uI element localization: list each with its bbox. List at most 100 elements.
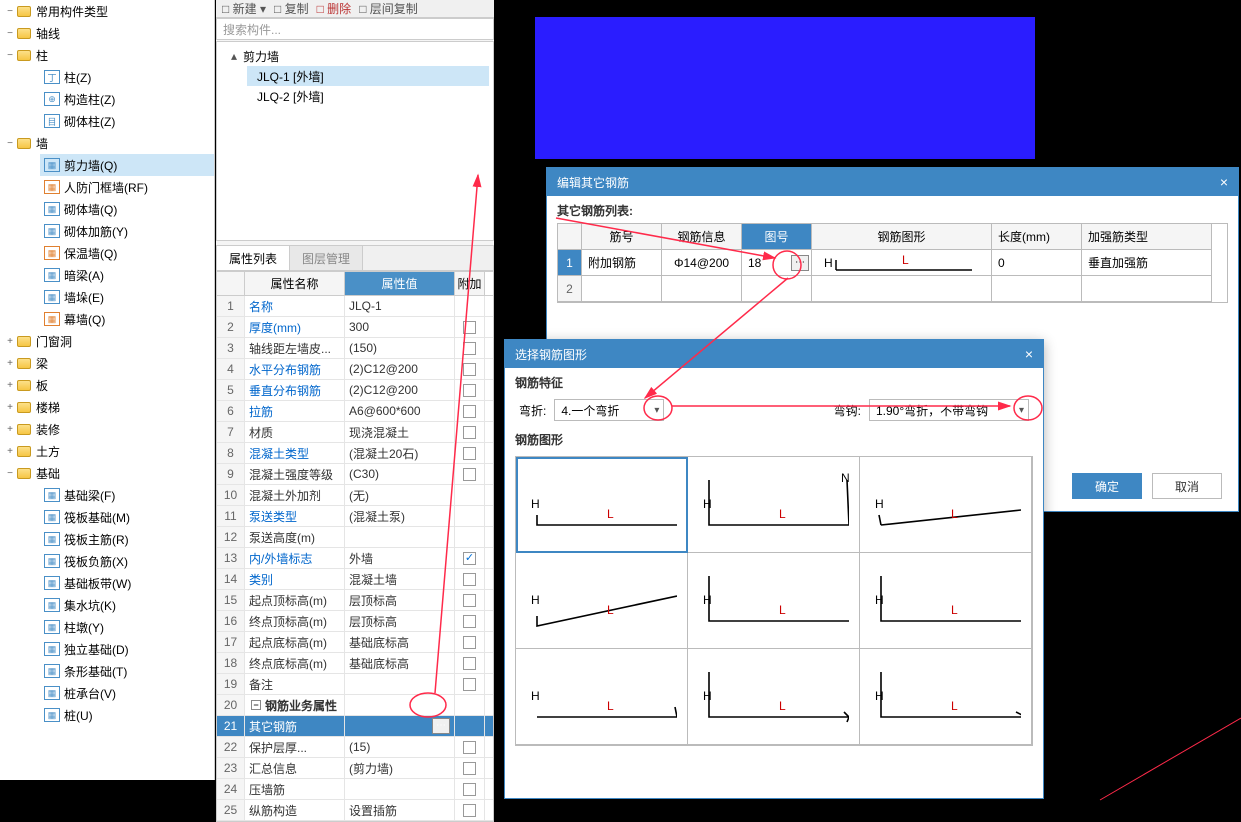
tree-leaf[interactable]: 目砌体柱(Z) [40, 110, 214, 132]
list-item[interactable]: JLQ-2 [外墙] [247, 86, 489, 106]
checkbox[interactable] [463, 363, 476, 376]
shape-option[interactable]: HL [688, 553, 860, 649]
copy-button[interactable]: □ 复制 [274, 0, 309, 17]
prop-add[interactable] [455, 695, 485, 715]
browse-button[interactable]: ⋯ [791, 255, 809, 271]
shape-option[interactable]: HL [860, 553, 1032, 649]
tree-leaf[interactable]: ▦集水坑(K) [40, 594, 214, 616]
prop-add[interactable] [455, 443, 485, 463]
prop-add[interactable] [455, 527, 485, 547]
property-row[interactable]: 17起点底标高(m)基础底标高 [217, 632, 493, 653]
prop-add[interactable] [455, 653, 485, 673]
shape-option[interactable]: HL [860, 649, 1032, 745]
property-row[interactable]: 12泵送高度(m) [217, 527, 493, 548]
prop-add[interactable] [455, 422, 485, 442]
tree-node[interactable]: −柱 [0, 44, 214, 66]
shape-option[interactable]: HL [688, 649, 860, 745]
property-row[interactable]: 18终点底标高(m)基础底标高 [217, 653, 493, 674]
tree-leaf[interactable]: ▦独立基础(D) [40, 638, 214, 660]
checkbox[interactable] [463, 678, 476, 691]
checkbox[interactable] [463, 405, 476, 418]
shape-option[interactable]: HL [860, 457, 1032, 553]
tree-leaf[interactable]: ▦筏板负筋(X) [40, 550, 214, 572]
shape-option[interactable]: HL [516, 649, 688, 745]
checkbox[interactable] [463, 636, 476, 649]
prop-value[interactable]: (混凝土泵) [345, 506, 455, 526]
table-row[interactable]: 1 附加钢筋 Φ14@200 18 ⋯ H L 0 垂直加强筋 [558, 250, 1227, 276]
cell[interactable]: Φ14@200 [662, 250, 742, 276]
cell[interactable]: 0 [992, 250, 1082, 276]
prop-value[interactable]: (混凝土20石) [345, 443, 455, 463]
tree-leaf[interactable]: ▦剪力墙(Q) [40, 154, 214, 176]
prop-add[interactable] [455, 569, 485, 589]
property-row[interactable]: 14类别混凝土墙 [217, 569, 493, 590]
prop-add[interactable] [455, 380, 485, 400]
tree-node[interactable]: −轴线 [0, 22, 214, 44]
tree-leaf[interactable]: ▦保温墙(Q) [40, 242, 214, 264]
table-row[interactable]: 2 [558, 276, 1227, 302]
property-row[interactable]: 25纵筋构造设置插筋 [217, 800, 493, 821]
checkbox[interactable] [463, 321, 476, 334]
prop-add[interactable] [455, 779, 485, 799]
cell-image-num[interactable]: 18 ⋯ [742, 250, 812, 276]
prop-add[interactable] [455, 464, 485, 484]
tree-leaf[interactable]: ▦人防门框墙(RF) [40, 176, 214, 198]
prop-value[interactable] [345, 527, 455, 547]
tree-leaf[interactable]: ▦幕墙(Q) [40, 308, 214, 330]
tree-leaf[interactable]: ▦筏板主筋(R) [40, 528, 214, 550]
cell[interactable]: 垂直加强筋 [1082, 250, 1212, 276]
property-row[interactable]: 22保护层厚...(15) [217, 737, 493, 758]
checkbox[interactable] [463, 426, 476, 439]
checkbox[interactable] [463, 468, 476, 481]
property-row[interactable]: 24压墙筋 [217, 779, 493, 800]
property-row[interactable]: 4水平分布钢筋(2)C12@200 [217, 359, 493, 380]
property-row[interactable]: 7材质现浇混凝土 [217, 422, 493, 443]
tree-leaf[interactable]: ▦柱墩(Y) [40, 616, 214, 638]
property-row[interactable]: 5垂直分布钢筋(2)C12@200 [217, 380, 493, 401]
search-input[interactable]: 搜索构件... [216, 18, 494, 40]
prop-value[interactable]: 基础底标高 [345, 632, 455, 652]
prop-value[interactable]: ⋯ [345, 716, 455, 736]
prop-add[interactable] [455, 296, 485, 316]
cell[interactable]: 附加钢筋 [582, 250, 662, 276]
property-row[interactable]: 15起点顶标高(m)层顶标高 [217, 590, 493, 611]
prop-value[interactable] [345, 695, 455, 715]
tree-node[interactable]: +土方 [0, 440, 214, 462]
prop-value[interactable]: 设置插筋 [345, 800, 455, 820]
property-row[interactable]: 13内/外墙标志外墙 [217, 548, 493, 569]
cell-shape[interactable]: H L [812, 250, 992, 276]
property-row[interactable]: 6拉筋A6@600*600 [217, 401, 493, 422]
prop-value[interactable]: (2)C12@200 [345, 359, 455, 379]
property-row[interactable]: 2厚度(mm)300 [217, 317, 493, 338]
property-row[interactable]: 20−钢筋业务属性 [217, 695, 493, 716]
prop-add[interactable] [455, 758, 485, 778]
tree-leaf[interactable]: 丁柱(Z) [40, 66, 214, 88]
property-row[interactable]: 3轴线距左墙皮...(150) [217, 338, 493, 359]
property-row[interactable]: 8混凝土类型(混凝土20石) [217, 443, 493, 464]
dialog-titlebar[interactable]: 选择钢筋图形 × [505, 340, 1043, 368]
tree-leaf[interactable]: ▦桩承台(V) [40, 682, 214, 704]
ok-button[interactable]: 确定 [1072, 473, 1142, 499]
cancel-button[interactable]: 取消 [1152, 473, 1222, 499]
prop-value[interactable]: (2)C12@200 [345, 380, 455, 400]
close-icon[interactable]: × [1025, 346, 1033, 362]
component-group[interactable]: ▴剪力墙 [221, 46, 489, 66]
list-item[interactable]: JLQ-1 [外墙] [247, 66, 489, 86]
checkbox[interactable] [463, 384, 476, 397]
property-row[interactable]: 10混凝土外加剂(无) [217, 485, 493, 506]
tree-leaf[interactable]: ▦暗梁(A) [40, 264, 214, 286]
prop-value[interactable] [345, 674, 455, 694]
tab-properties[interactable]: 属性列表 [217, 246, 290, 270]
prop-add[interactable] [455, 359, 485, 379]
prop-value[interactable]: (15) [345, 737, 455, 757]
prop-value[interactable]: 基础底标高 [345, 653, 455, 673]
prop-add[interactable] [455, 338, 485, 358]
tab-layers[interactable]: 图层管理 [290, 246, 363, 270]
prop-add[interactable] [455, 611, 485, 631]
property-row[interactable]: 19备注 [217, 674, 493, 695]
tree-node[interactable]: +门窗洞 [0, 330, 214, 352]
property-row[interactable]: 16终点顶标高(m)层顶标高 [217, 611, 493, 632]
prop-add[interactable] [455, 800, 485, 820]
tree-leaf[interactable]: ▦基础梁(F) [40, 484, 214, 506]
property-row[interactable]: 11泵送类型(混凝土泵) [217, 506, 493, 527]
